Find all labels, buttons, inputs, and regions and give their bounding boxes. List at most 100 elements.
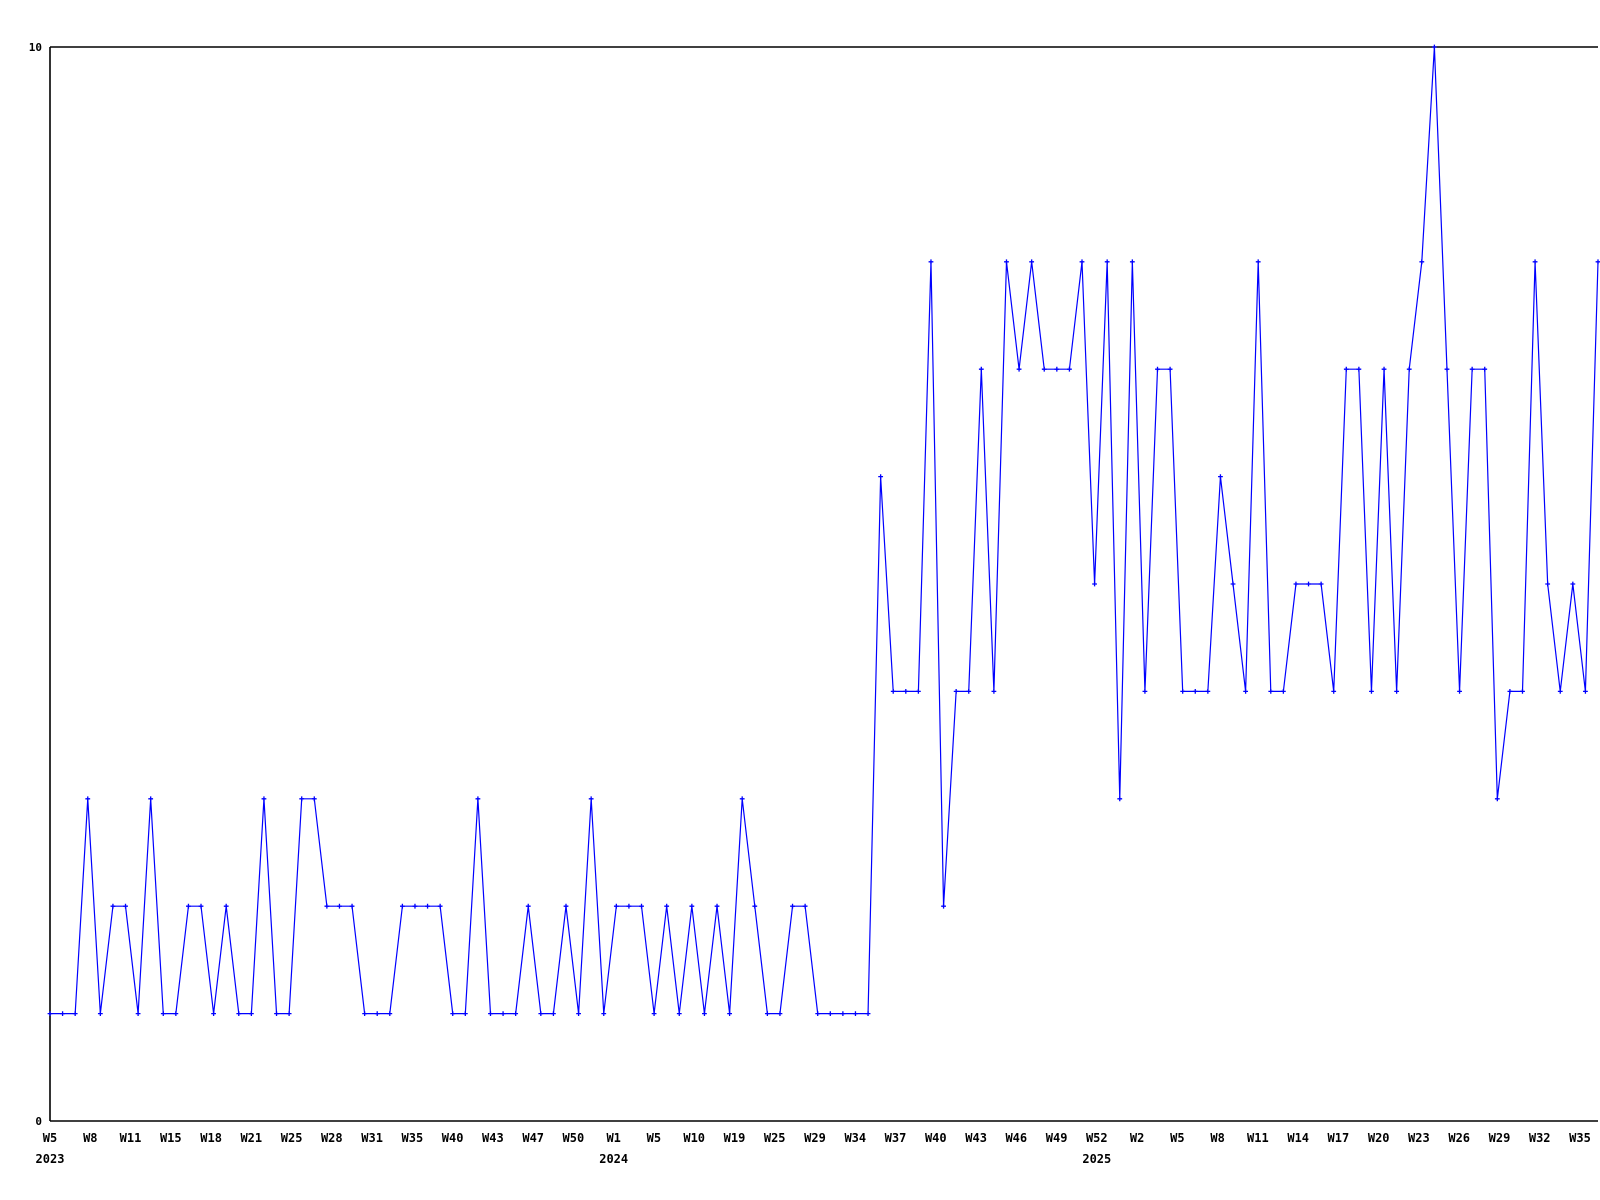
data-point-marker [425,903,430,909]
x-axis-tick-label: W31 [361,1131,383,1145]
data-point-marker [462,1011,468,1016]
x-axis-tick-label: W8 [1210,1131,1225,1145]
data-point-marker [664,903,670,909]
series-line [50,46,1599,1015]
data-point-marker [890,689,896,694]
data-point-marker [60,1011,65,1016]
data-point-marker [1155,366,1160,372]
data-point-marker [790,903,795,909]
data-point-marker [1243,689,1249,694]
data-point-marker [978,366,984,372]
data-point-marker [1016,366,1022,372]
data-point-marker [1054,366,1060,372]
x-axis-tick-label: W8 [83,1131,98,1145]
data-point-marker [1079,259,1085,265]
data-point-marker [676,1011,682,1016]
data-point-marker [236,1011,242,1016]
x-axis-tick-label: W2 [1129,1131,1145,1145]
data-point-marker [311,796,317,802]
x-axis-year-label: 2024 [599,1152,629,1166]
x-axis-tick-label: W34 [844,1131,867,1145]
data-point-marker [286,1011,292,1016]
data-point-marker [186,903,191,909]
data-point-marker [47,1011,53,1016]
data-point-marker [613,903,619,909]
data-point-marker [714,903,720,909]
data-point-marker [1117,796,1123,802]
data-point-marker [903,689,909,694]
data-point-marker [853,1011,858,1016]
data-point-marker [702,1011,707,1016]
data-point-marker [1041,366,1047,372]
data-point-marker [362,1011,368,1016]
data-point-marker [349,903,355,909]
x-axis-tick-label: W17 [1327,1131,1350,1145]
data-point-marker [1482,366,1488,372]
data-point-marker [1331,689,1337,694]
data-point-marker [1532,259,1538,265]
data-point-marker [97,1011,103,1016]
data-point-marker [953,689,959,694]
data-point-marker [727,1011,733,1016]
data-point-marker [840,1011,846,1016]
data-point-marker [387,1011,393,1016]
data-point-marker [1218,474,1223,479]
data-point-marker [1431,44,1437,50]
data-point-marker [601,1011,607,1016]
x-axis-tick-label: W5 [646,1131,662,1145]
data-point-marker [135,1011,141,1016]
data-point-marker [639,903,644,909]
data-point-marker [1092,581,1097,587]
data-point-marker [928,259,934,265]
data-point-marker [1406,366,1412,372]
x-axis-tick-label: W43 [965,1131,987,1145]
data-point-marker [1557,689,1563,694]
data-point-marker [1268,689,1274,694]
data-point-marker [1570,581,1576,587]
x-axis-tick-label: W52 [1085,1131,1108,1145]
data-point-marker [1318,581,1324,587]
data-point-marker [1205,689,1211,694]
data-point-marker [538,1011,544,1016]
data-point-marker [1142,689,1148,694]
data-point-marker [437,903,443,909]
data-point-marker [1004,259,1009,265]
x-axis-tick-label: W35 [401,1131,424,1145]
data-point-marker [991,689,997,694]
data-point-marker [689,903,695,909]
data-point-marker [123,903,128,909]
data-point-marker [1129,259,1135,265]
data-point-marker [1394,689,1400,694]
x-axis-year-label: 2023 [35,1152,65,1166]
x-axis-tick-label: W11 [119,1131,142,1145]
x-axis-tick-label: W29 [1488,1131,1511,1145]
data-point-marker [1230,581,1236,587]
x-axis-tick-label: W18 [200,1131,222,1145]
data-point-marker [374,1011,380,1016]
data-point-marker [500,1011,506,1016]
axes [49,46,1598,1122]
data-point-marker [878,474,884,479]
data-point-marker [1343,366,1349,372]
x-axis-tick-label: W20 [1367,1131,1390,1145]
data-point-marker [1029,259,1035,265]
data-point-marker [1167,366,1173,372]
data-point-marker [1381,366,1387,372]
data-point-marker [752,903,758,909]
data-point-marker [1520,689,1525,694]
data-point-marker [815,1011,821,1016]
data-point-marker [337,903,342,909]
x-axis-tick-label: W23 [1408,1131,1430,1145]
data-point-marker [1356,366,1362,372]
data-point-marker [651,1011,657,1016]
data-point-marker [1419,259,1425,265]
x-axis-tick-label: W40 [924,1131,947,1145]
x-axis-tick-label: W28 [320,1131,343,1145]
data-point-marker [324,903,330,909]
x-axis-tick-label: W35 [1569,1131,1591,1145]
data-point-marker [173,1011,179,1016]
data-point-marker [248,1011,254,1016]
data-point-marker [1067,366,1072,372]
